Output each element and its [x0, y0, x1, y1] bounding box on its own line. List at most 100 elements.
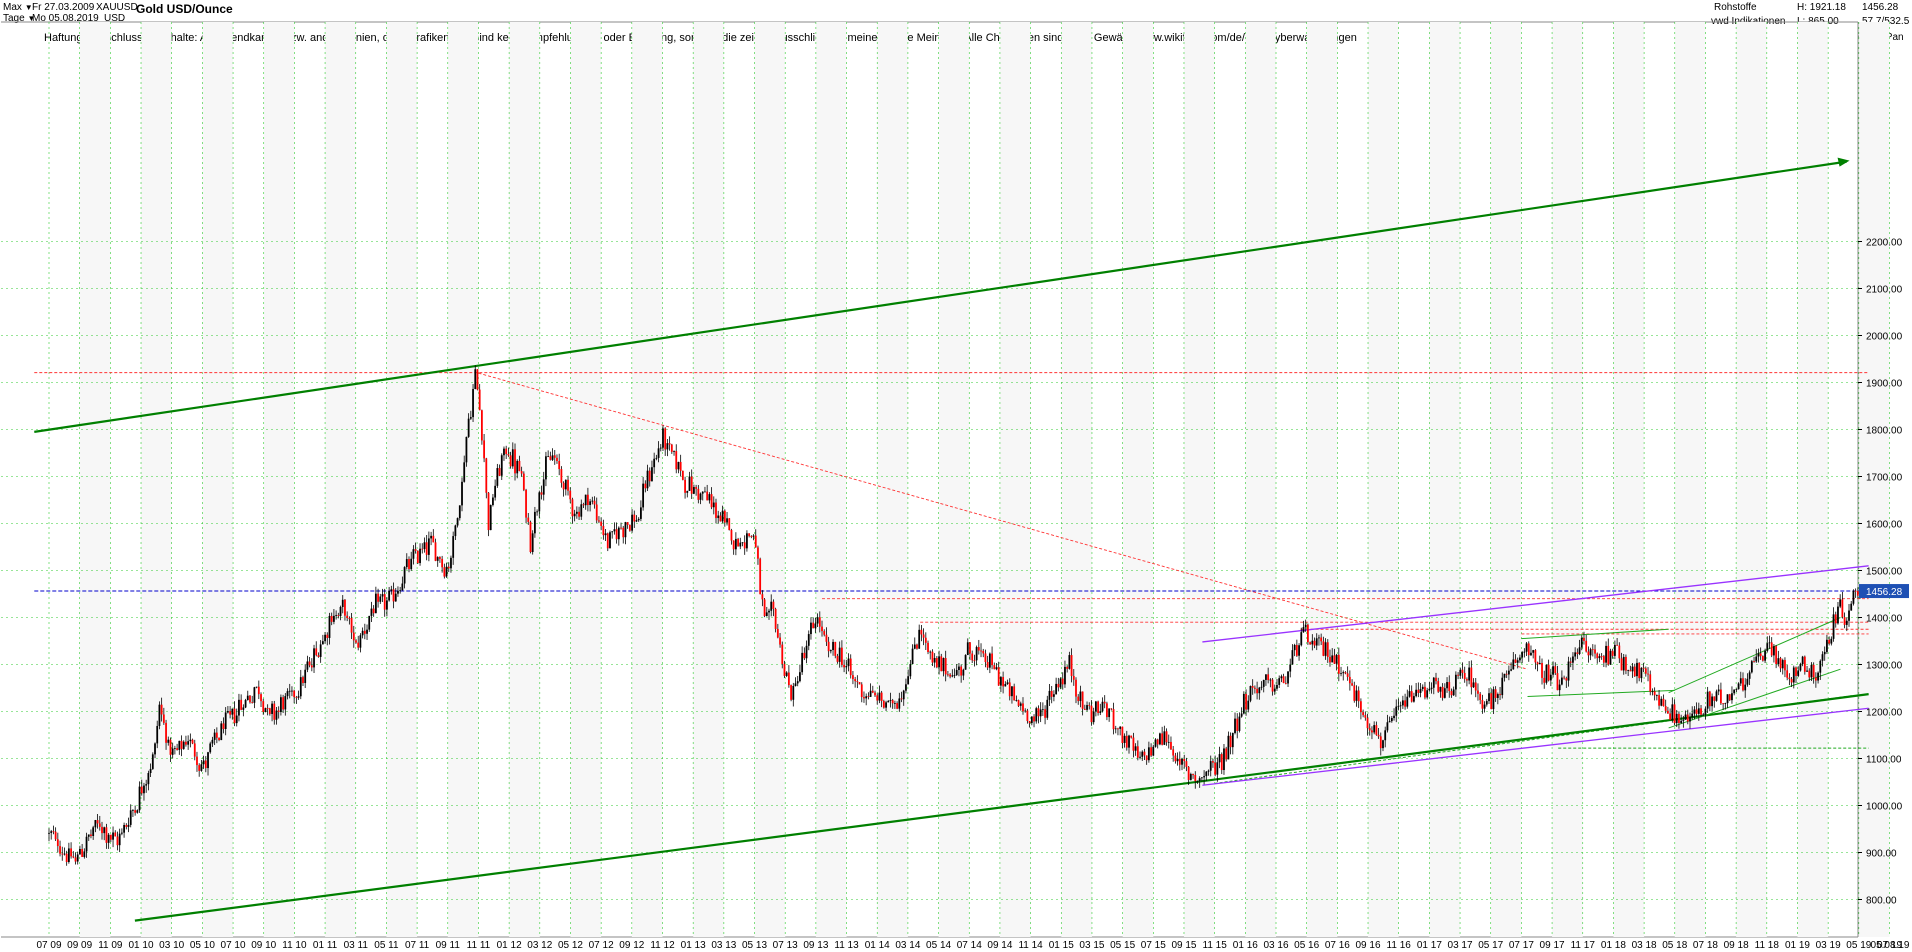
interval-label: Tage [3, 13, 25, 24]
grid-band [1306, 22, 1338, 937]
candle-body [439, 557, 441, 559]
range-dropdown[interactable]: Max ▼ [3, 2, 33, 13]
candle-body [120, 832, 123, 834]
candle-body [1770, 642, 1773, 656]
candle-body [81, 848, 84, 857]
candle-body [1428, 688, 1431, 691]
candle-body [357, 642, 360, 648]
grid-band [693, 22, 724, 937]
x-tick-label: 01 16 [1233, 940, 1258, 951]
candle-body [1693, 709, 1696, 714]
candle-body [1516, 660, 1519, 663]
candle-body [425, 542, 428, 555]
candle-body [268, 708, 271, 714]
candle-body [1117, 728, 1119, 730]
candle-body [977, 647, 980, 651]
candle-body [1742, 678, 1744, 691]
candle-body [306, 661, 309, 670]
candle-body [52, 831, 55, 833]
candle-body [129, 810, 132, 825]
candle-body [443, 567, 446, 577]
candle-body [1033, 716, 1035, 722]
candle-body [1397, 705, 1400, 707]
candle-body [1229, 735, 1232, 748]
candle-body [1159, 733, 1161, 745]
candle-body [1702, 714, 1705, 716]
candle-body [723, 510, 726, 523]
candle-body [944, 658, 947, 675]
candle-body [1048, 690, 1051, 700]
candle-body [743, 542, 746, 549]
candle-body [1439, 686, 1442, 692]
candle-body [947, 674, 949, 676]
candle-body [549, 456, 552, 460]
interval-dropdown[interactable]: Tage ▼ [3, 13, 35, 24]
y-tick-label: 1700.00 [1866, 473, 1903, 484]
candle-body [748, 533, 751, 537]
candle-body [469, 417, 472, 419]
candle-body [969, 642, 971, 654]
candle-body [1631, 666, 1634, 672]
candle-body [1408, 691, 1411, 697]
candle-body [781, 644, 784, 665]
candle-body [1638, 662, 1641, 679]
candle-body [1583, 637, 1585, 641]
candle-body [1596, 653, 1599, 659]
candle-body [816, 617, 819, 624]
candle-body [339, 606, 342, 616]
candle-body [1848, 610, 1850, 621]
candle-body [871, 690, 874, 693]
candle-body [1530, 652, 1532, 656]
grid-band [1429, 22, 1461, 937]
candle-body [1627, 670, 1630, 671]
candle-body [503, 448, 505, 456]
candle-body [1066, 666, 1069, 669]
candle-body [359, 635, 362, 648]
candle-body [1373, 725, 1376, 733]
candle-body [699, 493, 702, 500]
candle-body [167, 739, 170, 743]
candle-body [1655, 695, 1658, 696]
candle-body [1008, 682, 1011, 697]
candle-body [982, 650, 985, 654]
candle-body [635, 520, 638, 522]
candle-body [1426, 690, 1429, 698]
candle-body [1470, 667, 1473, 688]
grid-band [141, 22, 172, 937]
candle-body [85, 836, 88, 852]
candle-body [96, 820, 99, 824]
candle-body [1775, 646, 1778, 665]
candle-body [209, 743, 212, 753]
candle-body [1344, 672, 1347, 674]
candle-body [1613, 644, 1616, 656]
candle-body [273, 703, 276, 720]
trend-line-violet-bottom [1202, 707, 1869, 786]
candle-body [818, 617, 821, 627]
candle-body [220, 723, 223, 741]
candle-body [1649, 674, 1652, 692]
candle-body [1481, 700, 1484, 709]
x-tick-label: 05 13 [742, 940, 767, 951]
candle-body [1777, 658, 1780, 665]
candle-body [843, 664, 845, 668]
candle-body [860, 684, 863, 698]
x-tick-label: 03 13 [711, 940, 736, 951]
candle-body [1567, 661, 1570, 681]
candle-body [1488, 693, 1490, 702]
x-tick-label: 07 11 [405, 940, 430, 951]
candle-body [980, 650, 982, 652]
y-tick-label: 2200.00 [1866, 238, 1903, 249]
candle-body [955, 670, 958, 675]
candle-body [666, 443, 669, 450]
symbol-label: XAUUSD [96, 2, 138, 13]
candle-body [1799, 664, 1802, 671]
candle-body [1200, 777, 1203, 779]
candle-body [1543, 677, 1546, 683]
candle-body [191, 739, 194, 744]
candle-body [1072, 675, 1075, 680]
candle-body [266, 708, 269, 709]
candle-body [1315, 638, 1318, 646]
candle-body [156, 725, 159, 744]
candle-body [1728, 694, 1731, 701]
